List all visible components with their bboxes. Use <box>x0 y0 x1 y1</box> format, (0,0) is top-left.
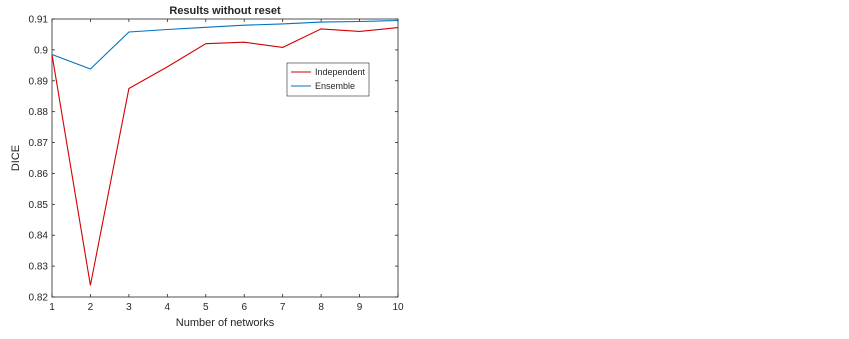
y-tick-label: 0.9 <box>34 45 48 56</box>
x-tick-label: 6 <box>241 302 247 313</box>
line-chart-without-reset-svg: Results without reset 1 2 3 4 5 6 7 8 9 10 0.82 0.83… <box>0 0 420 334</box>
y-tick-label: 0.86 <box>29 169 49 180</box>
y-axis-label: DICE <box>10 145 22 171</box>
y-tick-label: 0.89 <box>29 76 49 87</box>
chart-with-reset: Results with reset123456789100.810.820.8… <box>424 0 849 339</box>
x-tick-label: 2 <box>88 302 94 313</box>
x-axis-label: Number of networks <box>176 317 275 329</box>
x-tick-label: 9 <box>357 302 363 313</box>
x-tick-label: 3 <box>126 302 132 313</box>
plot-area <box>52 19 398 297</box>
y-tick-label: 0.91 <box>29 15 49 26</box>
legend-label-independent: Independent <box>315 67 366 77</box>
x-tick-label: 10 <box>392 302 404 313</box>
x-tick-label: 7 <box>280 302 286 313</box>
x-tick-label: 8 <box>318 302 324 313</box>
chart-title: Results without reset <box>169 5 281 17</box>
x-tick-label: 5 <box>203 302 209 313</box>
y-tick-label: 0.87 <box>29 138 49 149</box>
line-chart-with-reset-svg: Results with reset123456789100.810.820.8… <box>424 0 849 334</box>
y-tick-label: 0.83 <box>29 262 49 273</box>
chart-without-reset: Results without reset 1 2 3 4 5 6 7 8 9 10 0.82 0.83… <box>0 0 420 339</box>
x-tick-label: 1 <box>49 302 55 313</box>
y-tick-label: 0.82 <box>29 293 49 304</box>
x-tick-label: 4 <box>165 302 171 313</box>
y-tick-label: 0.88 <box>29 107 49 118</box>
legend-label-ensemble: Ensemble <box>315 81 355 91</box>
y-tick-label: 0.85 <box>29 200 49 211</box>
y-tick-label: 0.84 <box>29 231 49 242</box>
